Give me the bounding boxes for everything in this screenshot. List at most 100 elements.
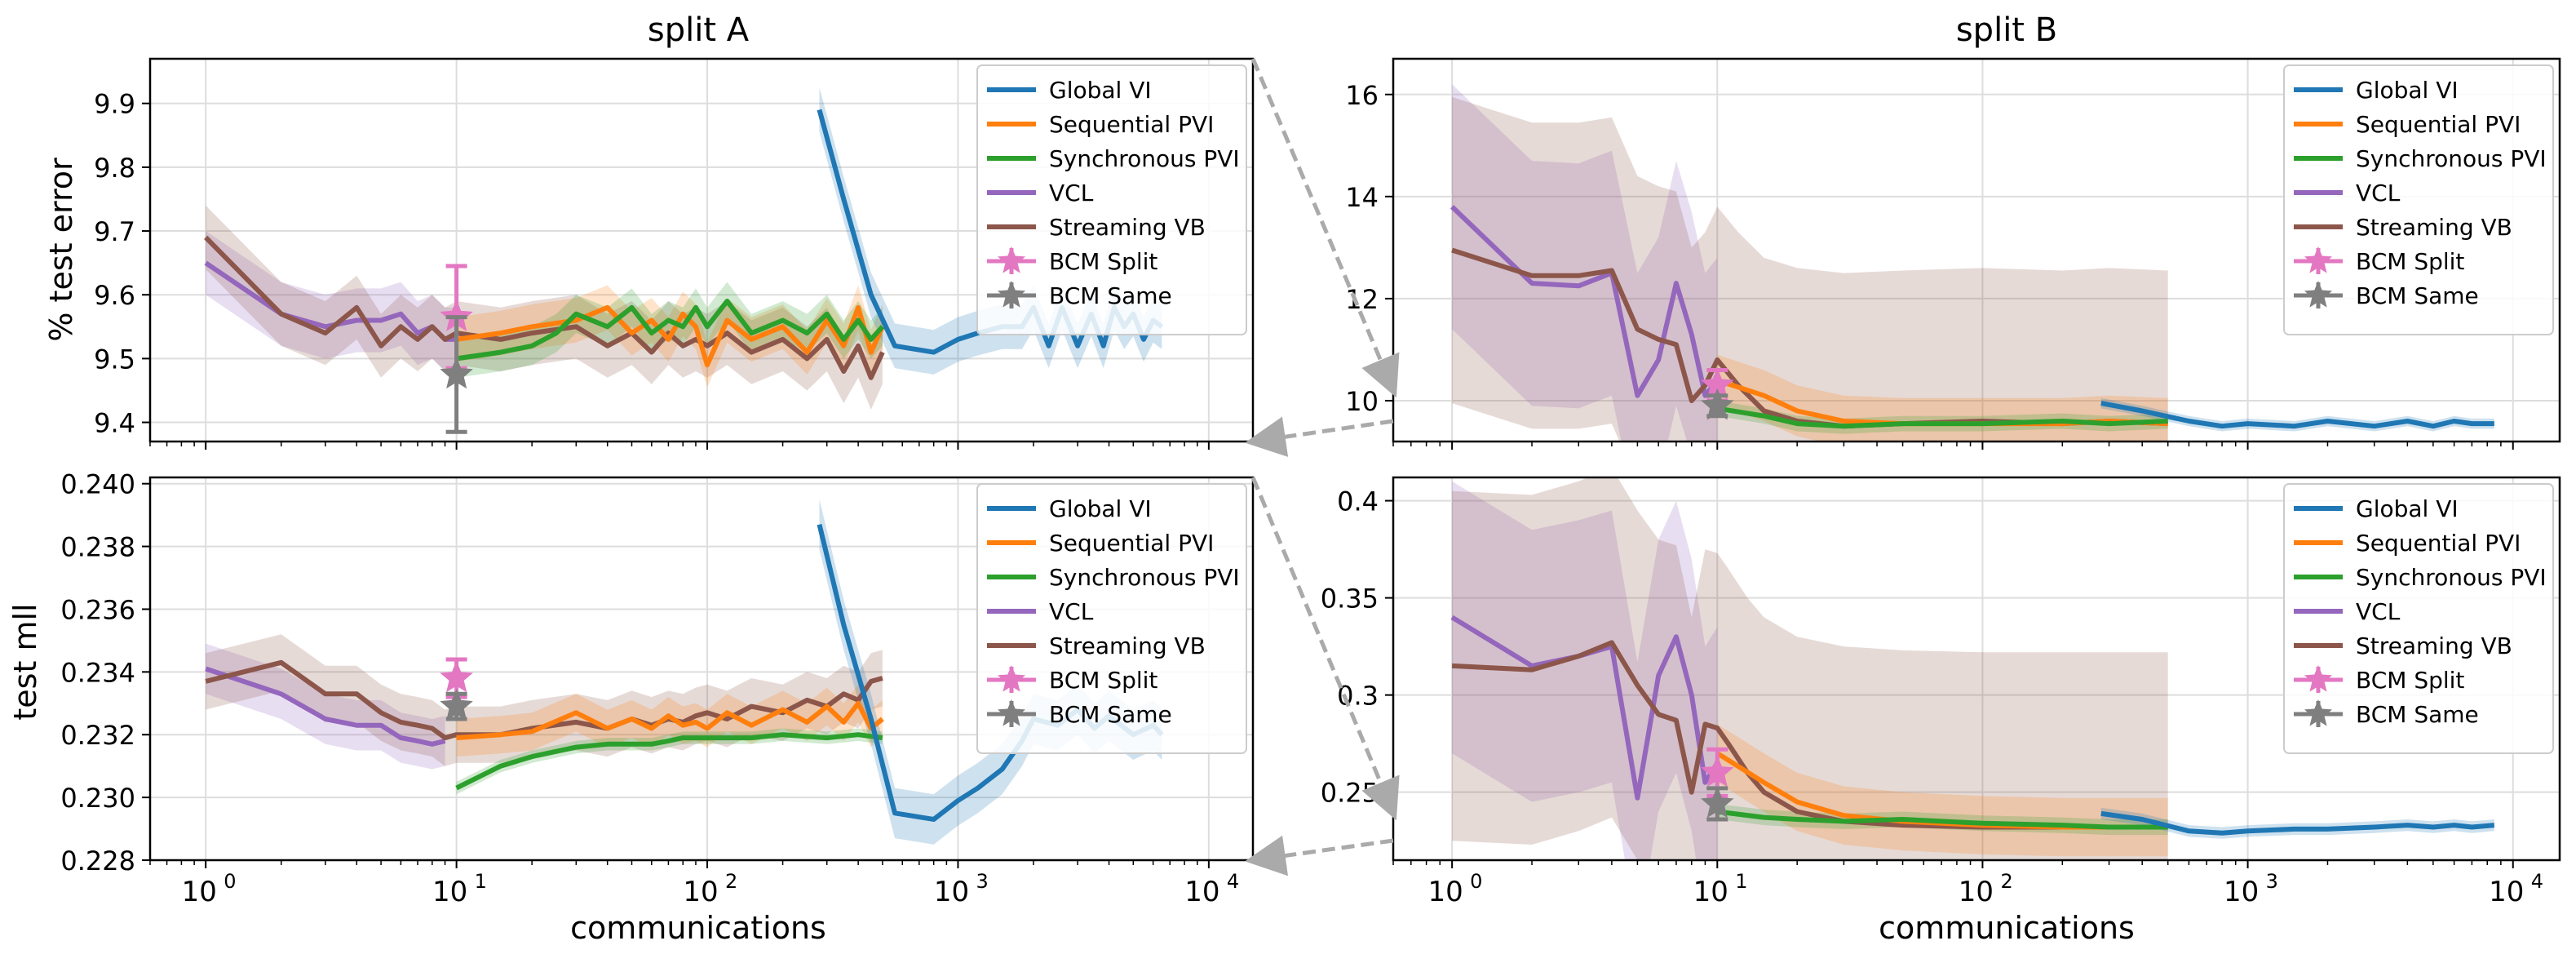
x-tick-exponent: 4 <box>1227 870 1239 893</box>
legend-label: Streaming VB <box>2356 632 2512 659</box>
y-tick-label: 0.228 <box>60 845 135 876</box>
y-tick-label: 16 <box>1345 80 1379 111</box>
y-tick-label: 12 <box>1345 284 1379 315</box>
legend-label: BCM Same <box>2356 701 2479 728</box>
axes-frame <box>148 57 1255 443</box>
legend-label: Sequential PVI <box>2356 111 2521 138</box>
legend-label: BCM Same <box>1049 282 1172 309</box>
legend-label: Streaming VB <box>2356 214 2512 241</box>
legend-swatch-star <box>2304 699 2333 726</box>
y-tick-label: 0.238 <box>60 532 135 563</box>
axes-frame <box>1392 57 2561 443</box>
y-tick-label: 9.5 <box>94 344 135 375</box>
x-tick-label: 10 <box>1184 876 1219 908</box>
series-line <box>1451 247 2168 429</box>
series-line <box>455 732 883 791</box>
y-tick-label: 9.9 <box>94 89 135 120</box>
legend-label: BCM Split <box>1049 667 1157 694</box>
zoom-connectors <box>1245 58 1400 876</box>
ylabel-test-error: % test error <box>43 158 79 342</box>
plot-area <box>205 499 1164 845</box>
legend-label: Global VI <box>1049 77 1152 104</box>
legend-swatch-star <box>997 281 1026 308</box>
zoom-arrow <box>1245 416 1394 457</box>
x-tick-label: 10 <box>934 876 969 908</box>
x-tick-label: 10 <box>683 876 718 908</box>
star-marker <box>440 689 473 721</box>
y-tick-label: 0.35 <box>1321 584 1379 615</box>
x-tick-label: 10 <box>182 876 217 908</box>
y-tick-label: 9.6 <box>94 280 135 311</box>
legend-label: VCL <box>2356 180 2401 206</box>
legend-label: VCL <box>2356 598 2401 625</box>
star-marker <box>440 357 473 389</box>
axes-frame <box>148 476 1255 862</box>
series-band <box>456 282 883 378</box>
legend: Global VI Sequential PVI Synchronous PVI VC… <box>976 483 1247 754</box>
legend-swatch-star <box>997 665 1026 692</box>
series-line <box>2100 401 2494 429</box>
legend-swatch-star <box>997 246 1026 273</box>
legend-box <box>976 483 1247 754</box>
ylabel-test-mll: test mll <box>7 603 43 720</box>
legend: Global VI Sequential PVI Synchronous PVI VC… <box>2283 64 2554 335</box>
legend-swatch-star <box>2304 281 2333 308</box>
chart-panel-A-error: 9.4 9.5 9.6 9.7 9.8 9.9 Global VI Sequential PV… <box>94 57 1255 450</box>
legend-label: Synchronous PVI <box>2356 564 2547 591</box>
x-tick-label: 10 <box>432 876 467 908</box>
legend-label: Synchronous PVI <box>1049 145 1240 172</box>
x-tick-label: 10 <box>1959 876 1994 908</box>
x-tick-exponent: 4 <box>2531 870 2543 893</box>
x-tick-label: 10 <box>1693 876 1728 908</box>
y-tick-label: 9.4 <box>94 408 135 439</box>
legend-label: Sequential PVI <box>1049 530 1214 557</box>
x-tick-label: 10 <box>2489 876 2524 908</box>
series-line <box>205 666 446 747</box>
legend-label: BCM Split <box>2356 248 2464 275</box>
legend: Global VI Sequential PVI Synchronous PVI VC… <box>976 64 1247 335</box>
series-band <box>206 643 445 770</box>
series-band <box>1452 481 1718 860</box>
zoom-arrow <box>1245 835 1394 876</box>
legend-swatch-star <box>2304 246 2333 273</box>
series-line <box>1716 406 2168 429</box>
legend-label: BCM Same <box>2356 282 2479 309</box>
y-tick-label: 14 <box>1345 182 1379 213</box>
legend-box <box>2283 64 2554 335</box>
zoom-arrow <box>1250 58 1400 398</box>
legend-label: Global VI <box>2356 77 2459 104</box>
y-tick-label: 0.25 <box>1321 778 1379 809</box>
legend-label: VCL <box>1049 180 1094 206</box>
legend-label: BCM Split <box>2356 667 2464 694</box>
series-line <box>456 700 884 741</box>
series-line <box>456 299 885 362</box>
series-band <box>1452 477 2168 860</box>
x-tick-exponent: 3 <box>2266 870 2278 893</box>
series-line <box>1716 809 2168 830</box>
legend-swatch-star <box>2304 665 2333 692</box>
chart-panel-B-mll: 10 0 10 1 10 2 10 3 10 40.250.30.350.4 Global VISe… <box>1321 476 2561 908</box>
y-tick-label: 10 <box>1345 386 1379 417</box>
xlabel-communications-a: communications <box>570 910 826 946</box>
legend-label: VCL <box>1049 598 1094 625</box>
legend-label: BCM Split <box>1049 248 1157 275</box>
x-tick-exponent: 1 <box>475 870 487 893</box>
plot-area <box>1450 477 2495 860</box>
y-tick-label: 0.234 <box>60 657 135 688</box>
legend-label: Streaming VB <box>1049 632 1206 659</box>
y-tick-label: 0.230 <box>60 783 135 814</box>
legend: Global VI Sequential PVI Synchronous PVI VC… <box>2283 483 2554 754</box>
legend-label: Synchronous PVI <box>2356 145 2547 172</box>
y-tick-label: 0.4 <box>1337 486 1379 517</box>
legend-label: Sequential PVI <box>1049 111 1214 138</box>
x-tick-label: 10 <box>2224 876 2259 908</box>
series-band <box>206 205 883 410</box>
series-line <box>2100 810 2495 836</box>
legend-box <box>2283 483 2554 754</box>
chart-panel-A-mll: 10 0 10 1 10 2 10 3 10 4 0.228 0.230 0.232 0.234 0.236… <box>60 469 1255 908</box>
legend-label: Synchronous PVI <box>1049 564 1240 591</box>
legend-label: Global VI <box>1049 495 1152 522</box>
legend-label: BCM Same <box>1049 701 1172 728</box>
title-split-b: split B <box>1956 11 2057 49</box>
